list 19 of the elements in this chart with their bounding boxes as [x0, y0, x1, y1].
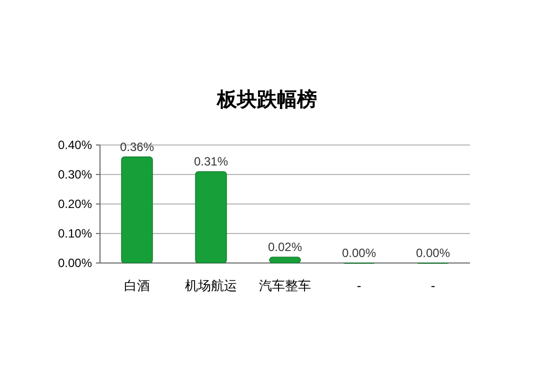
data-label: 0.31%	[194, 154, 228, 169]
y-tick-label: 0.20%	[58, 197, 92, 211]
bar	[121, 156, 153, 264]
data-label: 0.00%	[342, 246, 376, 260]
y-tick-label: 0.30%	[58, 168, 92, 182]
data-label: 0.02%	[268, 240, 302, 254]
y-tick-label: 0.10%	[58, 226, 92, 240]
x-tick-label: -	[430, 278, 436, 293]
x-tick-label: 汽车整车	[259, 278, 311, 293]
data-label: 0.36%	[120, 140, 154, 154]
y-tick-label: 0.40%	[58, 138, 92, 152]
x-tick-label: 机场航运	[185, 278, 237, 293]
y-tick-label: 0.00%	[58, 256, 92, 270]
bar	[269, 256, 301, 264]
chart-title: 板块跌幅榜	[216, 88, 317, 111]
x-tick-label: -	[356, 278, 362, 293]
data-label: 0.00%	[416, 246, 450, 260]
x-tick-label: 白酒	[124, 278, 150, 293]
bar	[195, 171, 227, 264]
